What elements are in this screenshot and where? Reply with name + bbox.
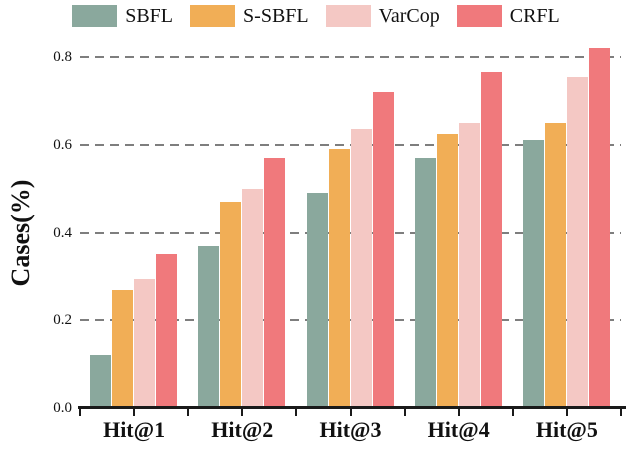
- bar-varcop-hit@5: [566, 76, 588, 408]
- y-tick-label-0.6: 0.6: [53, 136, 72, 153]
- legend-swatch-s-sbfl: [190, 5, 236, 27]
- bar-s-sbfl-hit@2: [220, 201, 242, 408]
- x-category-label-hit@5: Hit@5: [535, 417, 598, 442]
- bar-sbfl-hit@3: [306, 193, 328, 408]
- x-category-label-hit@3: Hit@3: [319, 417, 382, 442]
- x-axis-tick: [295, 409, 298, 416]
- legend-swatch-varcop: [325, 5, 371, 27]
- y-tick-label-0.8: 0.8: [53, 49, 72, 65]
- x-axis-tick: [241, 409, 244, 416]
- bar-crfl-hit@1: [156, 254, 178, 408]
- y-tick-label-0.2: 0.2: [53, 312, 72, 329]
- y-tick-label-0.4: 0.4: [53, 224, 72, 241]
- bar-varcop-hit@2: [242, 188, 264, 408]
- legend-item-s-sbfl: S-SBFL: [190, 5, 309, 27]
- bar-sbfl-hit@2: [198, 245, 220, 408]
- bar-s-sbfl-hit@5: [544, 122, 566, 408]
- x-axis-tick: [403, 409, 406, 416]
- legend-item-crfl: CRFL: [456, 5, 560, 27]
- bar-s-sbfl-hit@1: [112, 289, 134, 408]
- legend-label: VarCop: [378, 5, 440, 27]
- bar-sbfl-hit@4: [414, 157, 436, 408]
- legend-label: CRFL: [509, 5, 560, 27]
- x-category-label-hit@4: Hit@4: [427, 417, 490, 442]
- x-axis-tick: [187, 409, 190, 416]
- legend-label: SBFL: [125, 5, 174, 27]
- x-axis-tick: [349, 409, 352, 416]
- bar-crfl-hit@4: [480, 72, 502, 408]
- legend-item-sbfl: SBFL: [72, 5, 173, 27]
- bar-crfl-hit@5: [588, 48, 610, 408]
- x-axis-tick: [133, 409, 136, 416]
- plot-area: [80, 44, 621, 408]
- legend-label: S-SBFL: [243, 5, 309, 27]
- y-tick-label-0.0: 0.0: [53, 400, 72, 416]
- x-category-label-hit@1: Hit@1: [103, 417, 166, 442]
- bar-varcop-hit@3: [350, 129, 372, 408]
- x-axis-tick: [511, 409, 514, 416]
- bar-crfl-hit@2: [264, 157, 286, 408]
- bar-sbfl-hit@1: [90, 355, 112, 408]
- bar-varcop-hit@1: [134, 278, 156, 408]
- x-axis-line: [78, 406, 626, 409]
- x-axis-tick: [565, 409, 568, 416]
- legend-item-varcop: VarCop: [325, 5, 440, 27]
- x-axis-tick: [457, 409, 460, 416]
- legend: SBFL S-SBFL VarCop CRFL: [0, 5, 632, 27]
- bar-sbfl-hit@5: [522, 140, 544, 408]
- bar-s-sbfl-hit@3: [328, 149, 350, 408]
- bar-varcop-hit@4: [458, 122, 480, 408]
- bar-s-sbfl-hit@4: [436, 133, 458, 408]
- x-axis-tick: [79, 409, 81, 416]
- legend-swatch-crfl: [456, 5, 502, 27]
- gridline-0.8: [80, 56, 621, 58]
- bar-crfl-hit@3: [372, 92, 394, 408]
- x-category-label-hit@2: Hit@2: [211, 417, 274, 442]
- legend-swatch-sbfl: [72, 5, 118, 27]
- x-axis-tick: [620, 409, 622, 416]
